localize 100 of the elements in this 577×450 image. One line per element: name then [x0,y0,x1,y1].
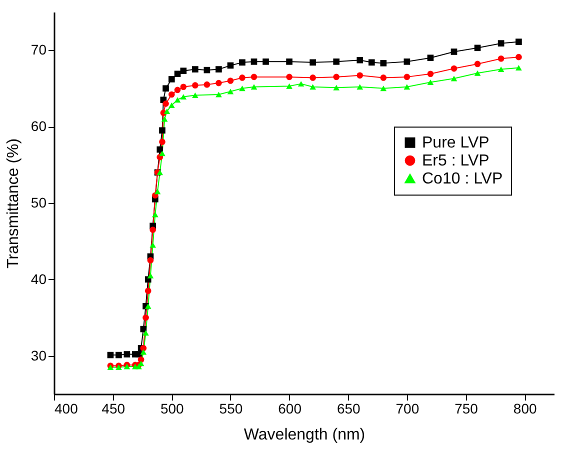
x-axis-title: Wavelength (nm) [244,426,366,444]
point [450,48,458,55]
point [168,102,175,108]
legend-label: Co10 : LVP [422,170,503,188]
point [156,146,164,153]
point [180,84,187,90]
point [164,108,170,114]
point [286,74,292,80]
point [239,86,246,92]
point [474,60,481,68]
point [161,116,168,122]
point [192,82,198,88]
point [262,58,269,65]
point [107,352,114,358]
x-tick-label: 500 [160,400,184,416]
point [427,70,434,78]
point [333,58,340,65]
point [516,54,522,60]
point [380,60,387,66]
point [227,88,234,94]
point [498,40,504,46]
point [368,59,375,66]
point [152,212,158,218]
point [138,356,144,363]
y-tick-label: 70 [30,42,47,58]
point [142,314,149,321]
point [250,74,258,80]
point [286,83,292,89]
point [250,84,258,90]
point [474,70,481,76]
x-tick-label: 750 [454,400,478,416]
point [150,226,156,233]
point [498,55,504,62]
point [180,68,187,74]
point [450,65,458,72]
point [159,150,166,156]
point [516,65,522,71]
x-tick-label: 550 [219,400,243,416]
point [310,84,316,90]
point [404,58,410,65]
point [147,272,154,278]
point [498,66,504,72]
point [216,80,222,86]
point [239,59,246,66]
point [154,188,161,194]
point [150,242,156,248]
point [144,303,152,309]
point [156,170,164,176]
legend-label: Er5 : LVP [422,152,490,170]
y-tick-label: 40 [30,270,47,287]
point [144,288,152,294]
point [310,59,316,66]
point [239,74,246,81]
point [192,66,198,72]
point [250,58,258,65]
point [162,100,169,107]
y-tick-label: 50 [30,194,47,210]
y-axis-title: Transmittance (%) [4,138,22,269]
point [168,76,175,82]
point [333,84,340,90]
point [168,91,175,98]
point [204,81,210,88]
point [162,85,169,92]
point [227,62,234,69]
x-tick-label: 600 [278,400,302,416]
point [192,92,198,98]
point [450,76,458,82]
point [174,97,181,103]
point [216,92,222,98]
point [174,70,181,78]
point [174,86,181,94]
point [333,74,340,80]
point [116,352,122,358]
point [140,349,147,355]
point [180,94,187,100]
x-tick-label: 800 [513,400,537,416]
x-tick-label: 650 [336,400,361,416]
point [427,54,434,62]
x-tick-label: 450 [102,400,126,416]
point [474,44,481,52]
point [159,127,166,134]
x-tick-label: 700 [396,400,420,416]
point [124,351,130,358]
x-tick-label: 400 [54,400,78,416]
point [147,257,154,264]
point [356,56,364,64]
point [380,86,387,92]
point [404,74,410,80]
point [404,84,410,90]
point [142,330,149,336]
point [310,74,316,81]
point [356,84,364,90]
point [216,66,222,72]
y-tick-label: 60 [30,118,47,134]
y-tick-label: 30 [30,347,47,364]
point [140,326,147,332]
point [298,81,304,87]
point [356,72,364,79]
point [286,58,292,65]
point [227,78,234,84]
